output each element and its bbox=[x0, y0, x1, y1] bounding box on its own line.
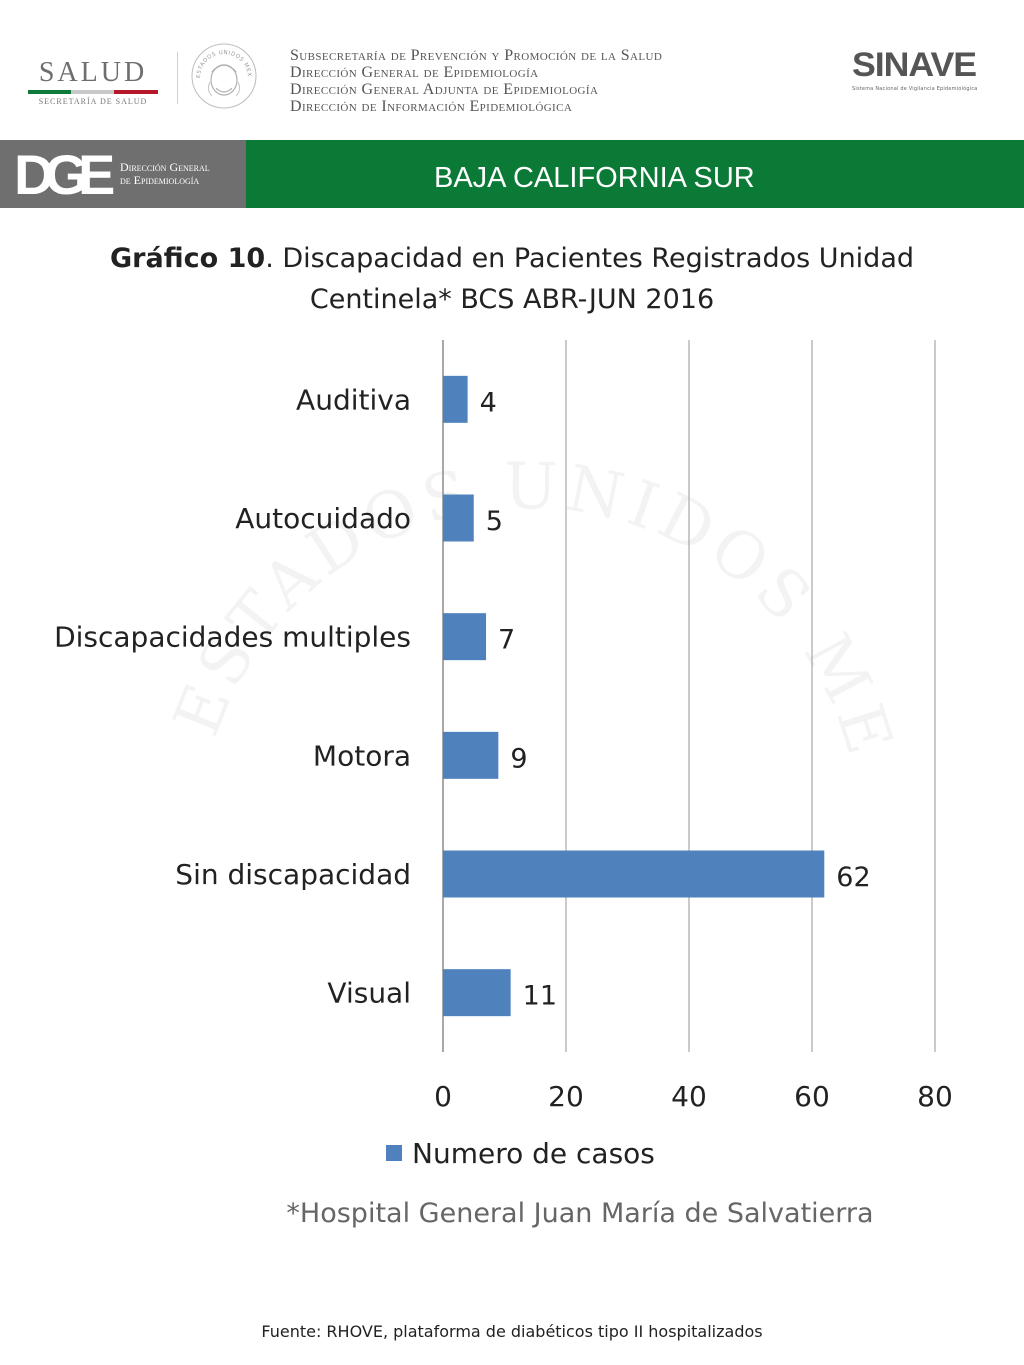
value-label-visual: 11 bbox=[523, 981, 557, 1012]
chart-title-rest: . Discapacidad en Pacientes Registrados … bbox=[265, 243, 915, 274]
x-tick-label-0: 0 bbox=[434, 1080, 452, 1113]
chart-title-line-2: Centinela* BCS ABR-JUN 2016 bbox=[309, 284, 715, 315]
bar-discapacidades-multiples bbox=[443, 613, 487, 661]
category-label-discapacidades-multiples: Discapacidades multiples bbox=[54, 621, 411, 654]
svg-text:ESTADOS UNIDOS MEXICANOS: ESTADOS UNIDOS MEXICANOS bbox=[190, 42, 252, 78]
label-layer: Auditiva 4 Autocuidado 5 Discapacidades mult… bbox=[54, 383, 953, 1113]
national-seal-icon: ESTADOS UNIDOS MEXICANOS bbox=[190, 42, 257, 109]
value-label-sin-discapacidad: 62 bbox=[836, 862, 870, 893]
category-label-auditiva: Auditiva bbox=[296, 383, 411, 416]
bar-layer bbox=[443, 375, 825, 1017]
chart-title: Gráfico 10. Discapacidad en Pacientes Re… bbox=[60, 238, 964, 320]
value-label-autocuidado: 5 bbox=[486, 506, 503, 537]
value-label-discapacidades-multiples: 7 bbox=[498, 625, 515, 656]
salud-logo-subtitle: SECRETARÍA DE SALUD bbox=[38, 97, 148, 106]
dge-logo-text-line-1: Dirección General bbox=[120, 160, 210, 174]
legend-layer: Numero de casos bbox=[386, 1137, 655, 1170]
sinave-logo-word: SINAVE bbox=[852, 46, 977, 84]
subsecretaria-line-3: Dirección General Adjunta de Epidemiolog… bbox=[290, 81, 599, 98]
salud-logo: SALUD SECRETARÍA DE SALUD bbox=[28, 58, 158, 106]
bar-sin-discapacidad bbox=[443, 850, 825, 898]
salud-logo-color-bar bbox=[28, 90, 158, 94]
state-banner-section bbox=[246, 140, 1024, 208]
sinave-logo: SINAVE Sistema Nacional de Vigilancia Ep… bbox=[852, 47, 992, 99]
salud-logo-word: SALUD bbox=[38, 57, 148, 88]
chart-title-line-1: Gráfico 10. Discapacidad en Pacientes Re… bbox=[60, 238, 964, 279]
subsecretaria-line-2: Dirección General de Epidemiología bbox=[290, 64, 539, 81]
dge-logo-mark: DGE bbox=[14, 143, 115, 206]
legend-label: Numero de casos bbox=[412, 1137, 655, 1170]
chart-title-number: Gráfico 10 bbox=[109, 243, 266, 274]
legend-swatch bbox=[386, 1145, 402, 1161]
bar-chart: ESTADOS UNIDOS MEXICANOS Auditiva4Autocu… bbox=[0, 320, 953, 1170]
title-banner: DGE Dirección General de Epidemiología B… bbox=[0, 140, 1024, 208]
sinave-logo-subtitle: Sistema Nacional de Vigilancia Epidemiol… bbox=[852, 86, 978, 92]
category-label-autocuidado: Autocuidado bbox=[235, 502, 411, 535]
subsecretaria-block: Subsecretaría de Prevención y Promoción … bbox=[290, 47, 810, 115]
state-name: BAJA CALIFORNIA SUR bbox=[434, 162, 755, 194]
hospital-footnote: *Hospital General Juan María de Salvatie… bbox=[286, 1198, 874, 1229]
bar-auditiva bbox=[443, 375, 468, 423]
seal-text: ESTADOS UNIDOS MEXICANOS bbox=[190, 42, 251, 78]
bar-visual bbox=[443, 969, 511, 1017]
bar-motora bbox=[443, 731, 499, 779]
dge-logo-text-line-2: de Epidemiología bbox=[120, 173, 200, 187]
value-label-auditiva: 4 bbox=[480, 387, 497, 418]
grid-layer bbox=[442, 340, 936, 1052]
subsecretaria-line-1: Subsecretaría de Prevención y Promoción … bbox=[290, 47, 663, 64]
page-header: SALUD SECRETARÍA DE SALUD ESTADOS UNIDOS… bbox=[0, 0, 1024, 140]
bar-autocuidado bbox=[443, 494, 474, 542]
category-label-motora: Motora bbox=[313, 739, 411, 772]
x-tick-label-40: 40 bbox=[671, 1080, 707, 1113]
x-tick-label-60: 60 bbox=[794, 1080, 830, 1113]
value-label-motora: 9 bbox=[510, 743, 527, 774]
source-footnote: Fuente: RHOVE, plataforma de diabéticos … bbox=[261, 1322, 763, 1341]
dge-banner-section: DGE Dirección General de Epidemiología bbox=[0, 140, 246, 208]
category-label-sin-discapacidad: Sin discapacidad bbox=[175, 858, 411, 891]
category-label-visual: Visual bbox=[327, 977, 411, 1010]
x-tick-label-80: 80 bbox=[917, 1080, 953, 1113]
dge-logo-text: Dirección General de Epidemiología bbox=[120, 161, 210, 187]
logo-divider bbox=[177, 52, 178, 104]
x-tick-label-20: 20 bbox=[548, 1080, 584, 1113]
subsecretaria-line-4: Dirección de Información Epidemiológica bbox=[290, 98, 573, 115]
